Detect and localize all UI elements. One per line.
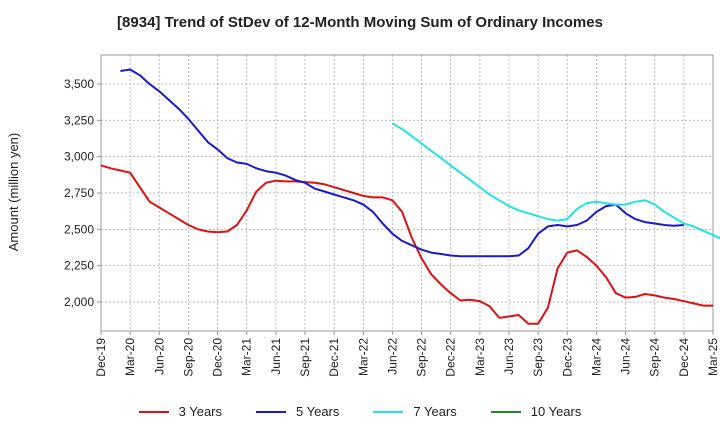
x-tick-label: Mar-21 bbox=[240, 338, 254, 376]
legend-item-3-years: 3 Years bbox=[138, 404, 222, 419]
legend-item-7-years: 7 Years bbox=[373, 404, 457, 419]
x-tick-label: Jun-24 bbox=[619, 338, 633, 375]
legend-label: 5 Years bbox=[296, 404, 340, 419]
y-tick-label: 3,500 bbox=[64, 77, 94, 91]
x-tick-label: Jun-20 bbox=[152, 338, 166, 375]
legend-swatch bbox=[256, 410, 286, 413]
x-tick-label: Dec-24 bbox=[677, 338, 691, 377]
y-tick-label: 2,250 bbox=[64, 259, 94, 273]
x-tick-label: Mar-20 bbox=[123, 338, 137, 376]
legend-swatch bbox=[138, 410, 169, 413]
x-axis: Dec-19 Mar-20 Jun-20 Sep-20 Dec-20 Mar-21 Jun-… bbox=[94, 331, 720, 377]
x-tick-label: Sep-22 bbox=[415, 338, 429, 377]
x-tick-label: Mar-25 bbox=[706, 338, 720, 376]
series-line-7-years bbox=[391, 122, 720, 240]
x-tick-label: Sep-24 bbox=[648, 338, 662, 377]
x-tick-label: Sep-20 bbox=[181, 338, 195, 377]
x-tick-label: Dec-20 bbox=[211, 338, 225, 377]
y-tick-label: 2,500 bbox=[64, 222, 94, 236]
legend-swatch bbox=[373, 410, 404, 413]
x-tick-label: Sep-23 bbox=[531, 338, 545, 377]
legend-label: 7 Years bbox=[413, 404, 457, 419]
series-line-3-years bbox=[100, 164, 713, 325]
x-tick-label: Jun-23 bbox=[502, 338, 516, 375]
legend-item-10-years: 10 Years bbox=[490, 404, 582, 419]
x-tick-label: Mar-22 bbox=[356, 338, 370, 376]
x-tick-label: Dec-21 bbox=[327, 338, 341, 377]
x-tick-label: Dec-23 bbox=[560, 338, 574, 377]
x-tick-label: Dec-22 bbox=[444, 338, 458, 377]
grid-layer bbox=[100, 55, 714, 331]
y-axis-label: Amount (million yen) bbox=[6, 133, 21, 252]
legend-item-5-years: 5 Years bbox=[256, 404, 339, 419]
y-tick-label: 3,250 bbox=[64, 113, 94, 127]
y-tick-label: 3,000 bbox=[64, 150, 94, 164]
series-line-5-years bbox=[120, 68, 684, 258]
x-tick-label: Sep-21 bbox=[298, 338, 312, 377]
y-tick-label: 2,000 bbox=[64, 295, 94, 309]
legend: 3 Years 5 Years 7 Years 10 Years bbox=[0, 404, 720, 419]
legend-swatch bbox=[490, 410, 521, 413]
x-tick-label: Jun-21 bbox=[269, 338, 283, 375]
y-tick-label: 2,750 bbox=[64, 186, 94, 200]
x-tick-label: Mar-24 bbox=[589, 338, 603, 376]
x-tick-label: Jun-22 bbox=[385, 338, 399, 375]
series-layer bbox=[100, 68, 720, 325]
chart-title: [8934] Trend of StDev of 12-Month Moving… bbox=[117, 14, 603, 31]
legend-label: 10 Years bbox=[530, 404, 582, 419]
x-tick-label: Mar-23 bbox=[473, 338, 487, 376]
legend-label: 3 Years bbox=[178, 404, 222, 419]
x-tick-label: Dec-19 bbox=[94, 338, 108, 377]
y-axis: 2,000 2,250 2,500 2,750 3,000 3,250 3,500 bbox=[64, 77, 101, 309]
